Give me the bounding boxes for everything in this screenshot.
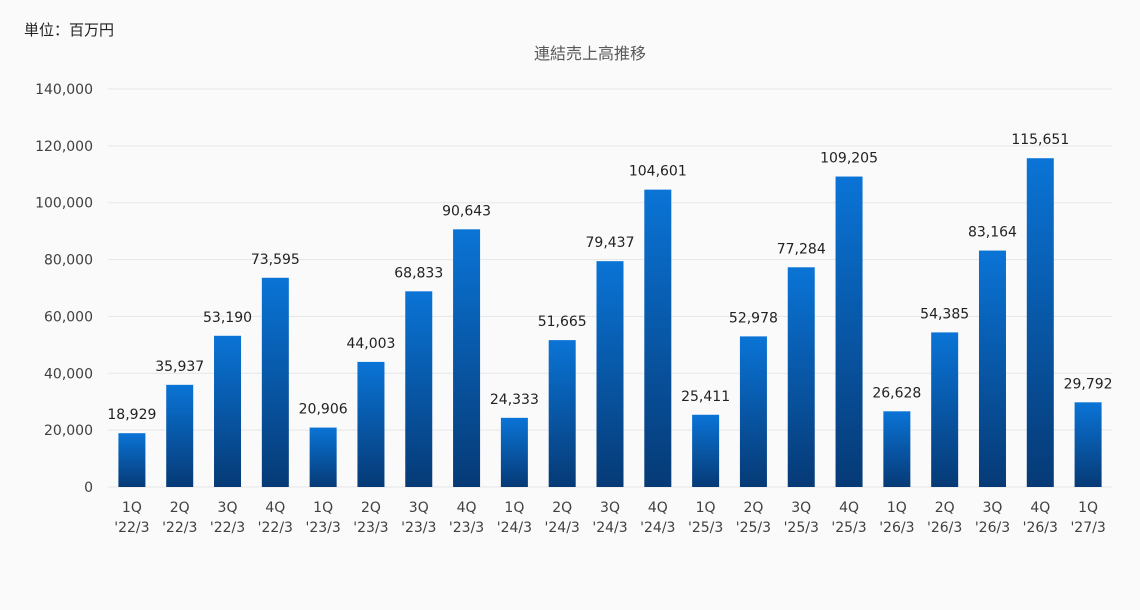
- x-tick-fiscal-year: '23/3: [305, 520, 340, 536]
- y-tick-label: 40,000: [44, 366, 93, 382]
- x-tick-quarter: 1Q: [696, 500, 716, 516]
- x-tick-quarter: 2Q: [361, 500, 381, 516]
- value-label: 25,411: [681, 389, 730, 405]
- bar: [883, 411, 911, 487]
- bar: [931, 332, 959, 487]
- bar: [692, 414, 720, 487]
- value-label: 54,385: [920, 306, 969, 322]
- x-tick-fiscal-year: '26/3: [1023, 520, 1058, 536]
- x-tick-fiscal-year: '22/3: [258, 520, 293, 536]
- x-tick-quarter: 3Q: [791, 500, 811, 516]
- value-label: 35,937: [155, 359, 204, 375]
- bar: [166, 384, 194, 487]
- value-label: 77,284: [777, 241, 826, 257]
- value-label: 109,205: [820, 151, 878, 167]
- bar: [500, 417, 528, 487]
- bar: [548, 340, 576, 487]
- y-axis-ticks: 0 20,000 40,000 60,000 80,000 100,000 120,000 1…: [35, 82, 93, 496]
- bar: [835, 176, 863, 488]
- value-label: 53,190: [203, 310, 252, 326]
- x-tick-fiscal-year: '22/3: [162, 520, 197, 536]
- y-tick-label: 120,000: [35, 139, 93, 155]
- x-tick-quarter: 4Q: [1030, 500, 1050, 516]
- bar: [787, 267, 815, 487]
- x-tick-quarter: 4Q: [839, 500, 859, 516]
- value-label: 83,164: [968, 225, 1017, 241]
- value-labels: 18,929 35,937 53,190 73,595 20,906 44,003 68,8…: [107, 132, 1112, 423]
- x-tick-fiscal-year: '23/3: [449, 520, 484, 536]
- x-tick-quarter: 3Q: [409, 500, 429, 516]
- bar: [453, 229, 481, 488]
- value-label: 68,833: [394, 265, 443, 281]
- x-tick-fiscal-year: '26/3: [879, 520, 914, 536]
- value-label: 20,906: [299, 402, 348, 418]
- x-tick-fiscal-year: '23/3: [353, 520, 388, 536]
- x-tick-quarter: 3Q: [983, 500, 1003, 516]
- x-tick-quarter: 2Q: [935, 500, 955, 516]
- x-tick-fiscal-year: '24/3: [592, 520, 627, 536]
- x-tick-fiscal-year: '27/3: [1070, 520, 1105, 536]
- bar: [214, 335, 242, 487]
- x-tick-fiscal-year: '23/3: [401, 520, 436, 536]
- x-tick-quarter: 1Q: [122, 500, 142, 516]
- bar: [261, 277, 289, 487]
- x-tick-quarter: 1Q: [1078, 500, 1098, 516]
- value-label: 73,595: [251, 252, 300, 268]
- x-tick-fiscal-year: '25/3: [784, 520, 819, 536]
- y-tick-label: 20,000: [44, 423, 93, 439]
- bar: [309, 427, 337, 487]
- value-label: 79,437: [586, 235, 635, 251]
- x-tick-quarter: 1Q: [887, 500, 907, 516]
- bar: [405, 291, 433, 487]
- x-tick-fiscal-year: '26/3: [927, 520, 962, 536]
- x-tick-quarter: 4Q: [457, 500, 477, 516]
- bars: [118, 158, 1102, 488]
- value-label: 115,651: [1011, 132, 1069, 148]
- value-label: 24,333: [490, 392, 539, 408]
- x-tick-fiscal-year: '25/3: [688, 520, 723, 536]
- x-tick-fiscal-year: '22/3: [210, 520, 245, 536]
- y-tick-label: 80,000: [44, 253, 93, 269]
- bar: [357, 361, 385, 487]
- value-label: 51,665: [538, 314, 587, 330]
- bar: [978, 250, 1006, 487]
- unit-label: 単位：百万円: [24, 21, 115, 39]
- x-tick-quarter: 4Q: [648, 500, 668, 516]
- x-tick-fiscal-year: '24/3: [497, 520, 532, 536]
- x-tick-quarter: 3Q: [218, 500, 238, 516]
- value-label: 52,978: [729, 310, 778, 326]
- y-tick-label: 0: [84, 480, 93, 496]
- x-tick-quarter: 4Q: [265, 500, 285, 516]
- x-tick-quarter: 1Q: [313, 500, 333, 516]
- x-tick-quarter: 2Q: [170, 500, 190, 516]
- bar: [1026, 158, 1054, 487]
- value-label: 26,628: [872, 385, 921, 401]
- value-label: 29,792: [1064, 376, 1113, 392]
- x-tick-fiscal-year: '22/3: [114, 520, 149, 536]
- bar: [739, 336, 767, 487]
- x-tick-fiscal-year: '25/3: [736, 520, 771, 536]
- value-label: 18,929: [107, 407, 156, 423]
- x-tick-quarter: 3Q: [600, 500, 620, 516]
- value-label: 104,601: [629, 164, 687, 180]
- x-axis-ticks: 1Q '22/3 2Q '22/3 3Q '22/3 4Q '22/3 1Q '23/3 2Q '23…: [114, 500, 1105, 536]
- value-label: 44,003: [346, 336, 395, 352]
- bar: [118, 433, 146, 487]
- x-tick-quarter: 1Q: [504, 500, 524, 516]
- x-tick-quarter: 2Q: [552, 500, 572, 516]
- x-tick-fiscal-year: '24/3: [640, 520, 675, 536]
- value-label: 90,643: [442, 203, 491, 219]
- y-tick-label: 60,000: [44, 309, 93, 325]
- x-tick-fiscal-year: '26/3: [975, 520, 1010, 536]
- y-tick-label: 100,000: [35, 196, 93, 212]
- chart-title: 連結売上高推移: [533, 44, 646, 63]
- x-tick-fiscal-year: '25/3: [831, 520, 866, 536]
- y-tick-label: 140,000: [35, 82, 93, 98]
- bar: [596, 261, 624, 487]
- x-tick-quarter: 2Q: [743, 500, 763, 516]
- bar: [644, 189, 672, 488]
- x-tick-fiscal-year: '24/3: [545, 520, 580, 536]
- bar: [1074, 402, 1102, 487]
